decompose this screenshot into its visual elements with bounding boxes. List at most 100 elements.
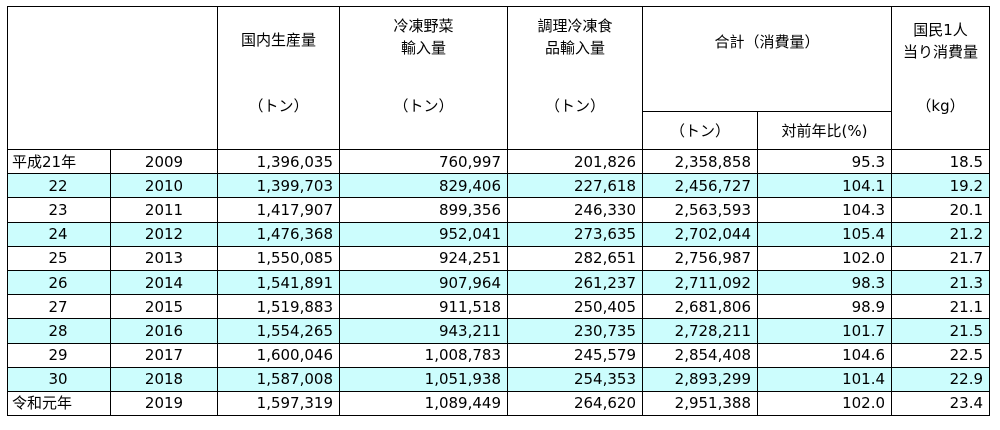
cell-domestic: 1,554,265 — [217, 318, 340, 344]
header-prepared-line1: 調理冷凍食 — [537, 17, 613, 35]
cell-year: 2018 — [110, 366, 218, 392]
cell-prepared: 227,618 — [507, 173, 643, 199]
table-row: 28 2016 1,554,265 943,211 230,735 2,728,211 10… — [7, 318, 991, 344]
cell-total: 2,756,987 — [642, 245, 758, 271]
cell-total: 2,893,299 — [642, 366, 758, 392]
cell-yoy: 104.1 — [756, 173, 893, 199]
header-domestic-production: 国内生産量 （トン） — [217, 6, 340, 150]
table-row: 26 2014 1,541,891 907,964 261,237 2,711,092 98… — [7, 269, 991, 296]
cell-frozen-veg: 1,051,938 — [339, 366, 508, 392]
cell-year: 2016 — [110, 318, 218, 344]
cell-total: 2,681,806 — [642, 294, 758, 320]
cell-per-capita: 22.9 — [891, 366, 991, 392]
header-total-unit-label: （トン） — [669, 122, 730, 140]
header-blank-corner — [7, 6, 218, 150]
cell-year: 2009 — [110, 148, 218, 175]
header-per-capita-line1: 国民1人 — [913, 21, 968, 39]
header-per-capita-unit: （kg） — [916, 97, 965, 115]
cell-per-capita: 20.1 — [891, 197, 991, 223]
header-prepared-imports: 調理冷凍食 品輸入量 （トン） — [507, 6, 643, 150]
cell-per-capita: 19.2 — [891, 173, 991, 199]
cell-yoy: 105.4 — [756, 221, 893, 247]
header-frozen-veg-line2: 輸入量 — [400, 39, 446, 57]
cell-era: 23 — [7, 197, 111, 223]
cell-domestic: 1,519,883 — [217, 294, 340, 320]
cell-domestic: 1,541,891 — [217, 269, 340, 296]
cell-per-capita: 18.5 — [891, 148, 991, 175]
cell-per-capita: 21.7 — [891, 245, 991, 271]
cell-prepared: 250,405 — [507, 294, 643, 320]
header-prepared-unit: （トン） — [544, 97, 605, 115]
cell-domestic: 1,399,703 — [217, 173, 340, 199]
cell-frozen-veg: 907,964 — [339, 269, 508, 296]
header-frozen-veg-unit: （トン） — [393, 97, 454, 115]
frozen-food-consumption-table: 国内生産量 （トン） 冷凍野菜 輸入量 （トン） 調理冷凍食 品輸入量 （トン）… — [7, 6, 991, 417]
cell-era: 30 — [7, 366, 111, 392]
cell-year: 2017 — [110, 342, 218, 368]
cell-yoy: 102.0 — [756, 245, 893, 271]
header-prepared-line2: 品輸入量 — [544, 39, 605, 57]
cell-domestic: 1,396,035 — [217, 148, 340, 175]
cell-frozen-veg: 829,406 — [339, 173, 508, 199]
cell-total: 2,563,593 — [642, 197, 758, 223]
cell-total: 2,854,408 — [642, 342, 758, 368]
table-row: 22 2010 1,399,703 829,406 227,618 2,456,727 10… — [7, 173, 991, 199]
cell-domestic: 1,417,907 — [217, 197, 340, 223]
cell-era: 27 — [7, 294, 111, 320]
cell-per-capita: 23.4 — [891, 390, 991, 417]
cell-frozen-veg: 924,251 — [339, 245, 508, 271]
cell-per-capita: 21.3 — [891, 269, 991, 296]
cell-year: 2011 — [110, 197, 218, 223]
table-row: 30 2018 1,587,008 1,051,938 254,353 2,893,299… — [7, 366, 991, 392]
table-row: 29 2017 1,600,046 1,008,783 245,579 2,854,408… — [7, 342, 991, 368]
cell-year: 2010 — [110, 173, 218, 199]
cell-frozen-veg: 952,041 — [339, 221, 508, 247]
cell-total: 2,456,727 — [642, 173, 758, 199]
table-row: 25 2013 1,550,085 924,251 282,651 2,756,987 10… — [7, 245, 991, 271]
cell-year: 2014 — [110, 269, 218, 296]
cell-prepared: 201,826 — [507, 148, 643, 175]
cell-year: 2012 — [110, 221, 218, 247]
cell-year: 2013 — [110, 245, 218, 271]
cell-domestic: 1,550,085 — [217, 245, 340, 271]
cell-prepared: 230,735 — [507, 318, 643, 344]
cell-per-capita: 21.2 — [891, 221, 991, 247]
cell-era: 24 — [7, 221, 111, 247]
cell-yoy: 101.4 — [756, 366, 893, 392]
cell-yoy: 101.7 — [756, 318, 893, 344]
cell-yoy: 104.6 — [756, 342, 893, 368]
cell-prepared: 264,620 — [507, 390, 643, 417]
cell-year: 2015 — [110, 294, 218, 320]
cell-year: 2019 — [110, 390, 218, 417]
cell-frozen-veg: 760,997 — [339, 148, 508, 175]
cell-total: 2,711,092 — [642, 269, 758, 296]
header-yoy: 対前年比(%) — [756, 111, 893, 150]
cell-total: 2,951,388 — [642, 390, 758, 417]
cell-prepared: 254,353 — [507, 366, 643, 392]
cell-era: 26 — [7, 269, 111, 296]
table-row: 27 2015 1,519,883 911,518 250,405 2,681,806 98… — [7, 294, 991, 320]
cell-prepared: 282,651 — [507, 245, 643, 271]
cell-domestic: 1,587,008 — [217, 366, 340, 392]
cell-frozen-veg: 1,089,449 — [339, 390, 508, 417]
cell-per-capita: 22.5 — [891, 342, 991, 368]
cell-era: 22 — [7, 173, 111, 199]
cell-prepared: 261,237 — [507, 269, 643, 296]
header-yoy-label: 対前年比(%) — [781, 122, 868, 140]
header-per-capita-line2: 当り消費量 — [903, 43, 979, 61]
cell-era: 令和元年 — [7, 390, 111, 417]
cell-yoy: 95.3 — [756, 148, 893, 175]
cell-total: 2,728,211 — [642, 318, 758, 344]
cell-prepared: 245,579 — [507, 342, 643, 368]
cell-yoy: 104.3 — [756, 197, 893, 223]
cell-prepared: 246,330 — [507, 197, 643, 223]
cell-frozen-veg: 899,356 — [339, 197, 508, 223]
cell-per-capita: 21.1 — [891, 294, 991, 320]
cell-prepared: 273,635 — [507, 221, 643, 247]
header-total-consumption: 合計（消費量） — [641, 6, 893, 112]
header-per-capita: 国民1人 当り消費量 （kg） — [891, 6, 991, 150]
header-domestic-unit: （トン） — [248, 97, 309, 115]
frozen-food-table-sheet: 国内生産量 （トン） 冷凍野菜 輸入量 （トン） 調理冷凍食 品輸入量 （トン）… — [7, 6, 991, 417]
header-total-unit: （トン） — [642, 111, 758, 150]
cell-frozen-veg: 1,008,783 — [339, 342, 508, 368]
